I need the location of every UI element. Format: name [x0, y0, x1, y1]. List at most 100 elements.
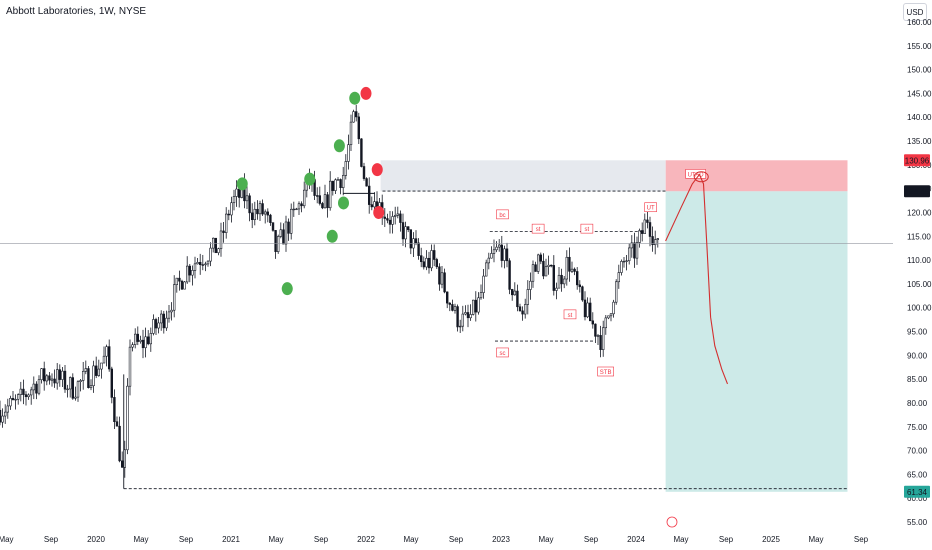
candle [118, 416, 121, 463]
candle [508, 258, 511, 295]
price-tag-bg [904, 485, 930, 498]
candle [232, 189, 236, 211]
y-tick-label: 100.00 [907, 304, 932, 313]
candle-body [45, 375, 49, 382]
candle-body [227, 213, 230, 216]
candle-body [110, 368, 114, 398]
candle [435, 257, 438, 269]
candle [180, 279, 184, 290]
candle-body [549, 264, 553, 267]
candle [55, 363, 59, 390]
candle [586, 297, 589, 319]
candle-body [87, 368, 90, 389]
candle-body [27, 394, 30, 398]
candle-body [84, 368, 88, 372]
candle [625, 254, 628, 271]
candle [22, 379, 25, 405]
candle-body [232, 196, 236, 204]
candle [300, 201, 303, 213]
candle [341, 166, 345, 196]
candle [170, 302, 173, 321]
annotations: bc st st sc st STB UT UTAD [0, 86, 893, 490]
candle-body [48, 375, 51, 381]
x-tick-label: 2022 [357, 535, 375, 544]
wyckoff-label: UT [644, 202, 657, 213]
candle [568, 247, 571, 282]
candle-body [251, 212, 254, 221]
candle-body [282, 229, 285, 245]
candle-body [131, 344, 134, 348]
candle [627, 243, 631, 265]
candle [27, 393, 30, 400]
candle-body [97, 368, 101, 376]
candle [453, 303, 457, 314]
candle-body [438, 266, 441, 285]
candle [653, 230, 657, 255]
candle [484, 259, 488, 277]
candle-body [653, 239, 657, 246]
candle [9, 395, 12, 410]
candle-body [651, 236, 654, 246]
candle-body [432, 250, 436, 260]
candle [620, 259, 623, 276]
candle [74, 386, 77, 401]
candle [209, 242, 212, 267]
candle-body [144, 336, 147, 349]
price-tag-text: 61.34 [907, 488, 928, 497]
candle-body [357, 116, 360, 140]
candle [573, 267, 576, 276]
candle-body [58, 369, 62, 380]
x-tick-label: May [0, 535, 14, 544]
candle [360, 138, 363, 168]
candle [40, 368, 43, 384]
candle-body [16, 394, 20, 400]
candle-body [74, 396, 77, 399]
candle [121, 451, 124, 468]
candle-body [118, 425, 121, 462]
candle-body [443, 272, 446, 293]
candle [370, 196, 373, 211]
candle-body [622, 260, 626, 263]
currency-button[interactable]: USD [903, 3, 927, 21]
candle [562, 275, 566, 289]
candle [482, 268, 485, 299]
candle [521, 306, 524, 321]
y-tick-label: 55.00 [907, 518, 928, 527]
candle [399, 210, 402, 232]
candle [167, 304, 171, 323]
candle-body [638, 230, 641, 243]
candle [581, 285, 584, 302]
candle-body [614, 281, 618, 303]
wyckoff-label-text: STB [600, 370, 612, 376]
candle-body [596, 335, 600, 337]
candle-body [367, 185, 371, 205]
candle [357, 112, 360, 145]
candle [547, 255, 550, 275]
candle [126, 378, 129, 455]
candle-body [612, 301, 615, 315]
candle-body [487, 257, 490, 264]
candle [35, 381, 38, 400]
candle-body [401, 222, 405, 240]
candle [82, 361, 85, 390]
candle [4, 404, 7, 424]
candle-body [134, 333, 137, 345]
green-marker [281, 282, 293, 296]
candle [14, 394, 17, 410]
candle [45, 374, 49, 386]
candle-body [14, 398, 17, 401]
candle [588, 297, 592, 322]
candle-body [391, 216, 394, 225]
candle [16, 393, 20, 405]
candle-body [167, 311, 171, 319]
candle [386, 213, 389, 224]
candle-body [510, 289, 514, 296]
candle-body [53, 378, 56, 384]
candle [362, 162, 366, 181]
candle-body [315, 195, 319, 197]
candle [510, 288, 514, 301]
candle-body [531, 264, 535, 282]
candle [339, 178, 342, 195]
x-tick-label: May [403, 535, 418, 544]
